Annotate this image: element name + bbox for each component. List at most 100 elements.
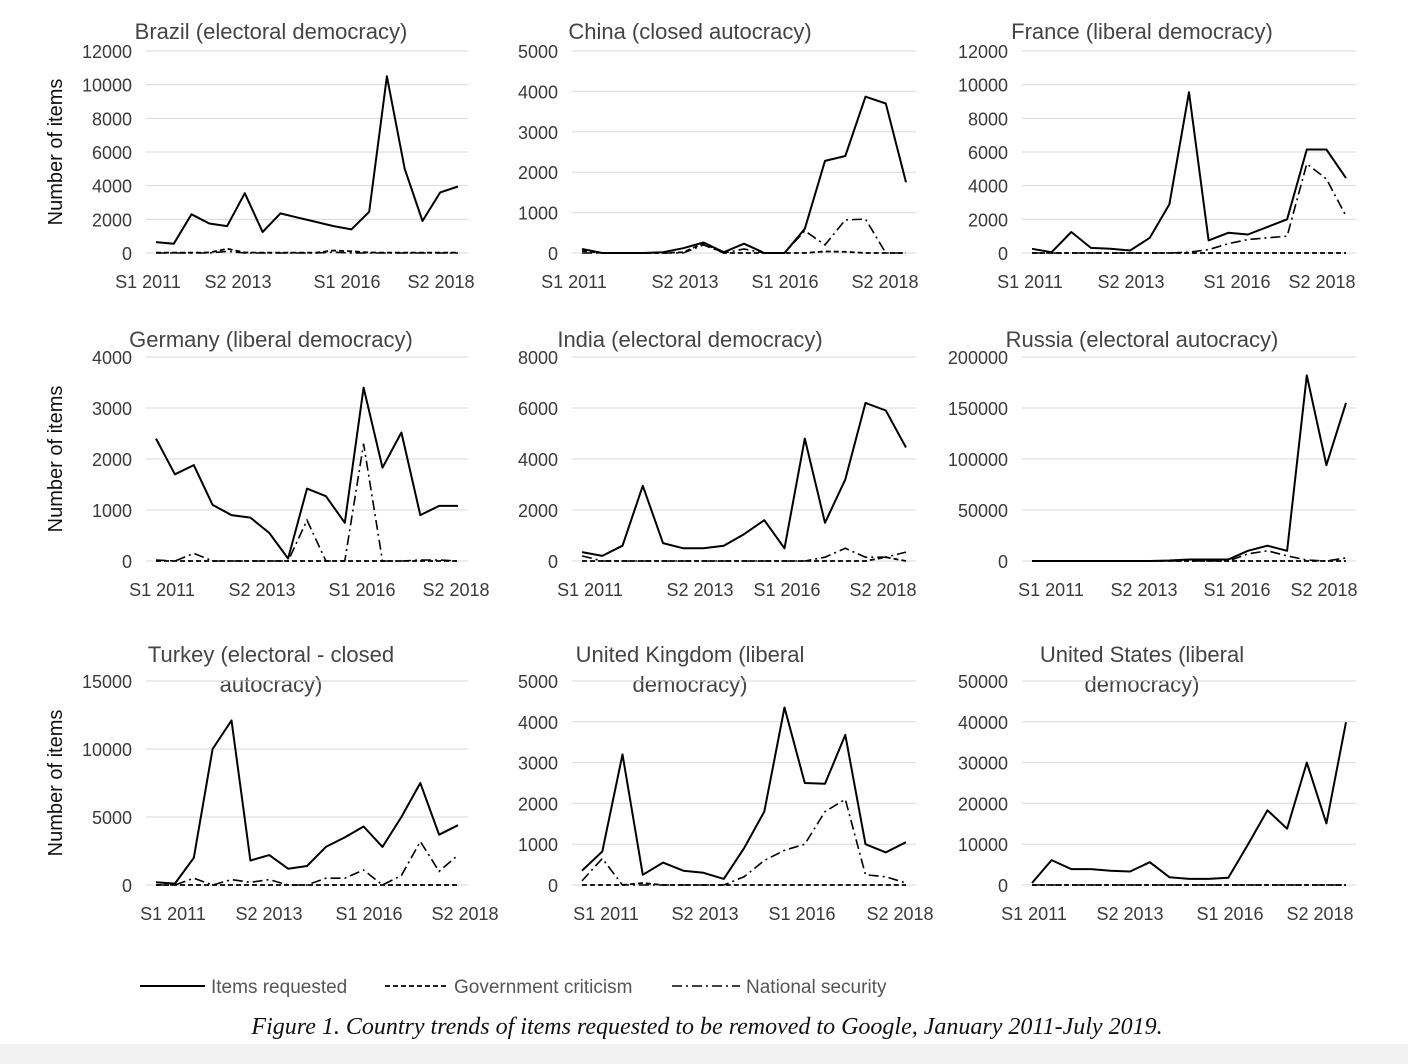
y-tick-label: 0 — [998, 244, 1008, 264]
y-tick-label: 2000 — [518, 794, 558, 814]
y-tick-label: 8000 — [518, 348, 558, 368]
series-line-nat — [582, 218, 906, 254]
y-tick-label: 15000 — [82, 672, 132, 692]
chart-panels: Brazil (electoral democracy) 0 2000 4000 600… — [45, 19, 1358, 924]
y-tick-label: 4000 — [518, 713, 558, 733]
x-tick-label: S2 2018 — [1290, 580, 1357, 600]
y-tick-label: 150000 — [948, 399, 1008, 419]
panel-title-united-states-liberal-democracy: United States (liberal — [1040, 642, 1244, 667]
x-tick-label: S1 2016 — [328, 580, 395, 600]
y-tick-label: 6000 — [518, 399, 558, 419]
x-tick-label: S1 2016 — [1203, 272, 1270, 292]
x-tick-label: S2 2013 — [1110, 580, 1177, 600]
y-tick-label: 2000 — [92, 210, 132, 230]
chart-panel: Germany (liberal democracy) 0 1000 2000 3000… — [45, 327, 490, 600]
y-tick-label: 4000 — [92, 177, 132, 197]
y-tick-label: 6000 — [92, 143, 132, 163]
panel-title-germany-liberal-democracy: Germany (liberal democracy) — [129, 327, 413, 352]
y-axis-label: Number of items — [45, 710, 67, 857]
y-tick-label: 5000 — [518, 672, 558, 692]
y-tick-label: 40000 — [958, 713, 1008, 733]
series-line-items — [155, 75, 459, 245]
y-tick-label: 50000 — [958, 501, 1008, 521]
y-tick-label: 10000 — [958, 835, 1008, 855]
x-tick-label: S1 2011 — [557, 580, 623, 600]
series-line-gov — [156, 247, 458, 254]
chart-panel: India (electoral democracy) 0 2000 4000 6000… — [518, 327, 917, 600]
x-tick-label: S2 2018 — [1286, 904, 1353, 924]
x-tick-label: S2 2013 — [228, 580, 295, 600]
panel-title-brazil-electoral-democracy: Brazil (electoral democracy) — [135, 19, 408, 44]
x-tick-label: S1 2016 — [1203, 580, 1270, 600]
y-tick-label: 8000 — [92, 109, 132, 129]
x-tick-label: S1 2016 — [335, 904, 402, 924]
legend-label-government-criticism: Government criticism — [454, 977, 632, 998]
y-tick-label: 0 — [998, 552, 1008, 572]
panel-title-united-kingdom-liberal-democracy: United Kingdom (liberal — [576, 642, 805, 667]
y-tick-label: 10000 — [82, 740, 132, 760]
x-tick-label: S2 2013 — [235, 904, 302, 924]
series-line-gov — [582, 556, 907, 562]
panel-title-turkey-electoral-closed-autocracy: autocracy) — [220, 672, 323, 697]
x-tick-label: S2 2018 — [849, 580, 916, 600]
y-tick-label: 12000 — [958, 42, 1008, 62]
legend-label-national-security: National security — [746, 977, 887, 998]
y-tick-label: 2000 — [92, 450, 132, 470]
legend-label-items-requested: Items requested — [211, 977, 347, 998]
y-tick-label: 20000 — [958, 794, 1008, 814]
y-tick-label: 4000 — [518, 82, 558, 102]
chart-panel: Russia (electoral autocracy) 0 50000 100000… — [948, 327, 1358, 600]
series-line-items — [581, 95, 907, 254]
x-tick-label: S1 2016 — [313, 272, 380, 292]
x-tick-label: S2 2013 — [666, 580, 733, 600]
panel-title-india-electoral-democracy: India (electoral democracy) — [557, 327, 822, 352]
y-tick-label: 50000 — [958, 672, 1008, 692]
bottom-band — [0, 1044, 1408, 1064]
x-tick-label: S1 2016 — [1196, 904, 1263, 924]
series-line-items — [581, 706, 907, 880]
y-tick-label: 2000 — [518, 501, 558, 521]
x-tick-label: S1 2011 — [997, 272, 1063, 292]
y-tick-label: 3000 — [92, 399, 132, 419]
series-line-gov — [581, 242, 906, 254]
y-tick-label: 0 — [998, 876, 1008, 896]
x-tick-label: S1 2011 — [541, 272, 607, 292]
panel-title-united-states-liberal-democracy: democracy) — [1085, 672, 1200, 697]
series-line-items — [155, 386, 458, 560]
y-tick-label: 200000 — [948, 348, 1008, 368]
series-line-items — [1031, 91, 1347, 254]
x-tick-label: S1 2011 — [129, 580, 195, 600]
x-tick-label: S1 2016 — [751, 272, 818, 292]
y-tick-label: 4000 — [92, 348, 132, 368]
y-tick-label: 30000 — [958, 754, 1008, 774]
figure-caption: Figure 1. Country trends of items reques… — [250, 1014, 1162, 1040]
y-tick-label: 2000 — [968, 210, 1008, 230]
series-line-items — [1032, 374, 1347, 562]
series-line-nat — [581, 547, 907, 562]
series-line-nat — [581, 798, 907, 886]
x-tick-label: S1 2016 — [753, 580, 820, 600]
x-tick-label: S1 2011 — [573, 904, 639, 924]
y-tick-label: 0 — [548, 244, 558, 264]
x-tick-label: S1 2011 — [1018, 580, 1084, 600]
panel-title-russia-electoral-autocracy: Russia (electoral autocracy) — [1006, 327, 1279, 352]
y-tick-label: 4000 — [968, 177, 1008, 197]
x-tick-label: S2 2018 — [1288, 272, 1355, 292]
series-line-items — [581, 401, 907, 557]
chart-panel: United States (liberal democracy) 0 10000 20… — [958, 642, 1356, 924]
series-line-nat — [155, 443, 459, 562]
series-line-items — [155, 719, 459, 885]
x-tick-label: S2 2018 — [422, 580, 489, 600]
y-tick-label: 0 — [122, 244, 132, 264]
x-tick-label: S2 2018 — [431, 904, 498, 924]
y-axis-label: Number of items — [45, 79, 67, 226]
y-tick-label: 100000 — [948, 450, 1008, 470]
x-tick-label: S2 2013 — [651, 272, 718, 292]
panel-title-turkey-electoral-closed-autocracy: Turkey (electoral - closed — [148, 642, 394, 667]
x-tick-label: S2 2013 — [204, 272, 271, 292]
y-axis-label: Number of items — [45, 386, 67, 533]
panel-title-united-kingdom-liberal-democracy: democracy) — [633, 672, 748, 697]
y-tick-label: 3000 — [518, 123, 558, 143]
panel-title-france-liberal-democracy: France (liberal democracy) — [1011, 19, 1273, 44]
